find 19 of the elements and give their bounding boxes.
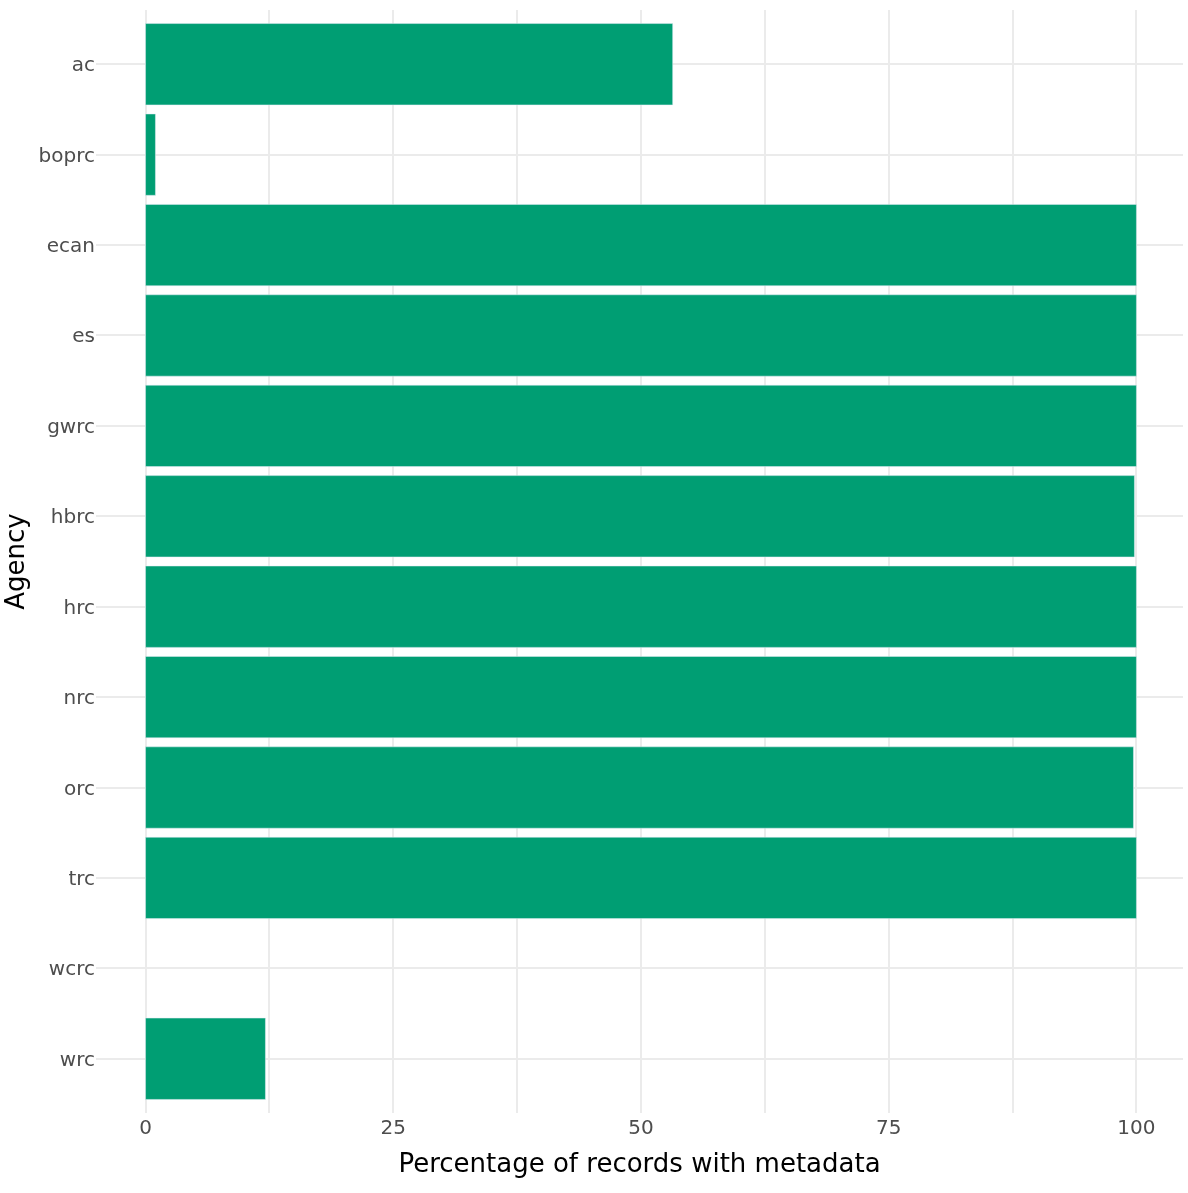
y-axis-title: Agency: [0, 513, 30, 610]
y-tick-label: wcrc: [48, 956, 95, 981]
x-tick-label: 100: [1117, 1115, 1156, 1139]
x-axis-title: Percentage of records with metadata: [398, 1147, 881, 1178]
y-tick-label: trc: [68, 865, 95, 890]
x-tick-label: 75: [875, 1115, 902, 1139]
y-tick-label: hrc: [63, 594, 95, 619]
y-tick-label: hbrc: [50, 504, 95, 529]
y-tick-label: ac: [71, 52, 95, 77]
y-tick-label: wrc: [59, 1046, 95, 1071]
y-tick-label: boprc: [38, 142, 95, 167]
x-tick-label: 25: [380, 1115, 406, 1139]
y-tick-label: ecan: [46, 233, 95, 258]
y-tick-label: orc: [63, 775, 95, 800]
y-tick-label: nrc: [63, 685, 95, 710]
y-tick-label: es: [72, 323, 95, 348]
x-tick-label: 0: [139, 1115, 152, 1139]
y-tick-label: gwrc: [47, 413, 95, 438]
x-tick-label: 50: [628, 1115, 654, 1139]
